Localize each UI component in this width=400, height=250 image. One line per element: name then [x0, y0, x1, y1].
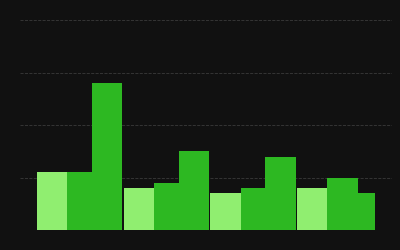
Bar	[124, 188, 154, 230]
Bar	[297, 188, 327, 230]
Bar	[327, 178, 358, 230]
Bar	[241, 188, 271, 230]
Bar	[154, 183, 184, 230]
Bar	[67, 172, 98, 230]
Bar	[37, 172, 67, 230]
Bar	[345, 193, 375, 230]
Bar	[92, 83, 122, 230]
Bar	[210, 193, 241, 230]
Bar	[178, 151, 209, 230]
Bar	[265, 156, 296, 230]
